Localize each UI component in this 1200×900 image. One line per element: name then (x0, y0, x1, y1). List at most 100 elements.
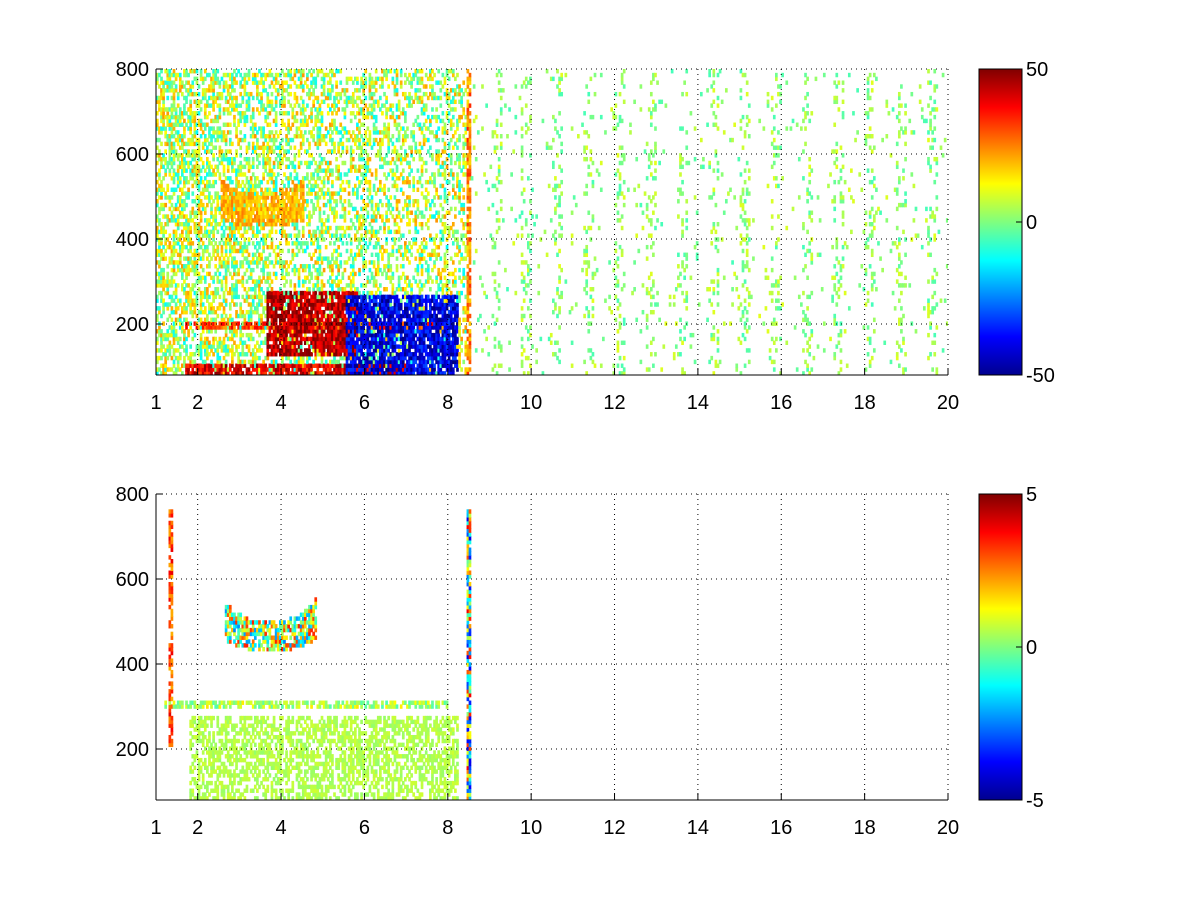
heatmap-cell (291, 164, 295, 170)
heatmap-cell (362, 367, 366, 372)
heatmap-cell (324, 141, 328, 147)
heatmap-cell (260, 107, 263, 112)
heatmap-cell (287, 336, 290, 342)
heatmap-cell (185, 99, 188, 105)
heatmap-cell (170, 267, 174, 273)
heatmap-cell (333, 233, 336, 238)
heatmap-cell (381, 352, 384, 357)
heatmap-cell (222, 355, 226, 361)
heatmap-cell (208, 329, 211, 334)
heatmap-cell (318, 118, 322, 124)
heatmap-cell (266, 290, 270, 296)
heatmap-cell (316, 306, 320, 311)
heatmap-cell (368, 329, 372, 334)
heatmap-cell (322, 91, 326, 97)
heatmap-cell (295, 130, 299, 135)
heatmap-cell (331, 271, 334, 277)
heatmap-cell (178, 313, 182, 319)
heatmap-cell (318, 164, 322, 170)
heatmap-cell (247, 202, 251, 208)
heatmap-cell (289, 294, 293, 300)
heatmap-cell (226, 352, 230, 357)
heatmap-cell (295, 233, 299, 238)
heatmap-cell (341, 179, 345, 185)
heatmap-cell (328, 298, 332, 303)
heatmap-cell (299, 130, 303, 135)
heatmap-cell (210, 359, 213, 365)
heatmap-cell (251, 122, 255, 127)
heatmap-cell (226, 195, 230, 200)
heatmap-cell (320, 340, 324, 345)
heatmap-cell (245, 218, 249, 223)
heatmap-cell (264, 118, 268, 124)
heatmap-cell (287, 149, 290, 154)
heatmap-cell (253, 214, 257, 219)
heatmap-cell (337, 298, 341, 303)
heatmap-cell (362, 294, 366, 300)
heatmap-cell (343, 344, 347, 349)
heatmap-cell (233, 225, 236, 231)
heatmap-cell (308, 222, 311, 227)
heatmap-cell (364, 84, 368, 89)
heatmap-cell (247, 199, 251, 204)
heatmap-cell (191, 137, 195, 143)
heatmap-cell (379, 371, 382, 375)
heatmap-cell (360, 164, 363, 170)
heatmap-cell (335, 340, 338, 345)
heatmap-cell (247, 218, 251, 223)
heatmap-cell (193, 99, 197, 105)
heatmap-cell (231, 210, 234, 215)
heatmap-cell (368, 199, 372, 204)
heatmap-cell (381, 137, 384, 143)
heatmap-cell (228, 76, 232, 82)
heatmap-cell (322, 168, 326, 173)
heatmap-cell (195, 363, 199, 368)
heatmap-cell (297, 126, 301, 131)
heatmap-cell (237, 229, 240, 235)
heatmap-cell (183, 179, 186, 185)
heatmap-cell (364, 363, 368, 368)
heatmap-cell (381, 111, 384, 116)
heatmap-cell (366, 168, 370, 173)
heatmap-cell (306, 122, 309, 127)
heatmap-cell (322, 309, 326, 315)
heatmap-cell (285, 344, 288, 349)
heatmap-cell (312, 210, 315, 215)
heatmap-cell (220, 183, 224, 189)
heatmap-cell (172, 298, 176, 303)
heatmap-cell (206, 202, 209, 208)
heatmap-cell (162, 283, 165, 288)
heatmap-cell (199, 355, 203, 361)
heatmap-cell (366, 329, 370, 334)
heatmap-cell (162, 122, 165, 127)
heatmap-cell (387, 344, 391, 349)
heatmap-cell (185, 168, 188, 173)
heatmap-cell (364, 309, 368, 315)
heatmap-cell (347, 210, 351, 215)
heatmap-cell (189, 210, 193, 215)
heatmap-cell (266, 145, 270, 150)
heatmap-cell (299, 134, 303, 139)
heatmap-cell (260, 80, 263, 85)
heatmap-cell (324, 202, 328, 208)
heatmap-cell (256, 145, 259, 150)
heatmap-cell (253, 367, 257, 372)
heatmap-cell (364, 95, 368, 101)
heatmap-cell (345, 95, 349, 101)
heatmap-cell (270, 294, 274, 300)
heatmap-cell (383, 321, 386, 326)
heatmap-cell (162, 233, 165, 238)
heatmap-cell (347, 329, 351, 334)
heatmap-cell (339, 313, 343, 319)
heatmap-cell (287, 363, 290, 368)
heatmap-cell (253, 294, 257, 300)
heatmap-cell (172, 122, 176, 127)
heatmap-cell (226, 260, 230, 265)
heatmap-cell (216, 248, 220, 254)
heatmap-cell (264, 237, 268, 242)
heatmap-cell (170, 248, 174, 254)
heatmap-cell (228, 149, 232, 154)
heatmap-cell (339, 199, 343, 204)
heatmap-cell (281, 306, 284, 311)
heatmap-cell (351, 256, 355, 261)
